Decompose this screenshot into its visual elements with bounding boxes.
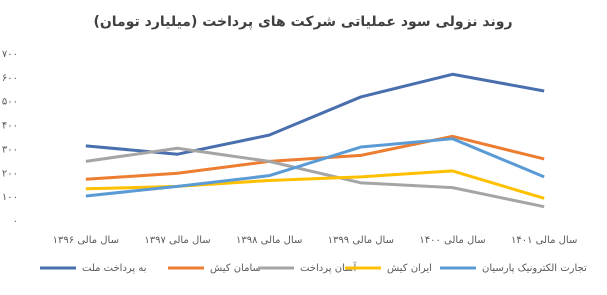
legend-label: تجارت الکترونیک پارسیان xyxy=(482,263,587,274)
y-tick-label: ۷۰۰ xyxy=(2,49,18,60)
y-tick-label: ۱۰۰ xyxy=(2,192,18,203)
x-tick-label: سال مالی ۱۴۰۱ xyxy=(511,235,577,246)
series-line xyxy=(85,137,545,198)
x-tick-label: سال مالی ۱۳۹۸ xyxy=(236,235,302,246)
x-tick-label: سال مالی ۱۴۰۰ xyxy=(419,235,485,246)
x-tick-label: سال مالی ۱۳۹۷ xyxy=(144,235,210,246)
y-tick-label: ۲۰۰ xyxy=(2,168,18,179)
y-tick-label: ۰ xyxy=(13,216,18,227)
legend-label: آسان پرداخت xyxy=(300,261,357,274)
chart-title: روند نزولی سود عملیاتی شرکت های پرداخت (… xyxy=(93,14,512,30)
legend-label: به پرداخت ملت xyxy=(82,263,147,274)
y-tick-label: ۵۰۰ xyxy=(2,97,18,108)
series-line xyxy=(85,146,545,209)
series-line xyxy=(85,72,545,156)
y-tick-label: ۴۰۰ xyxy=(2,121,18,132)
x-tick-label: سال مالی ۱۳۹۶ xyxy=(53,235,119,246)
legend-label: سامان کیش xyxy=(210,263,261,274)
y-tick-label: ۳۰۰ xyxy=(2,144,18,155)
x-tick-label: سال مالی ۱۳۹۹ xyxy=(328,235,394,246)
y-tick-label: ۶۰۰ xyxy=(2,73,18,84)
series-line xyxy=(85,134,545,181)
legend-label: ایران کیش xyxy=(387,263,432,274)
